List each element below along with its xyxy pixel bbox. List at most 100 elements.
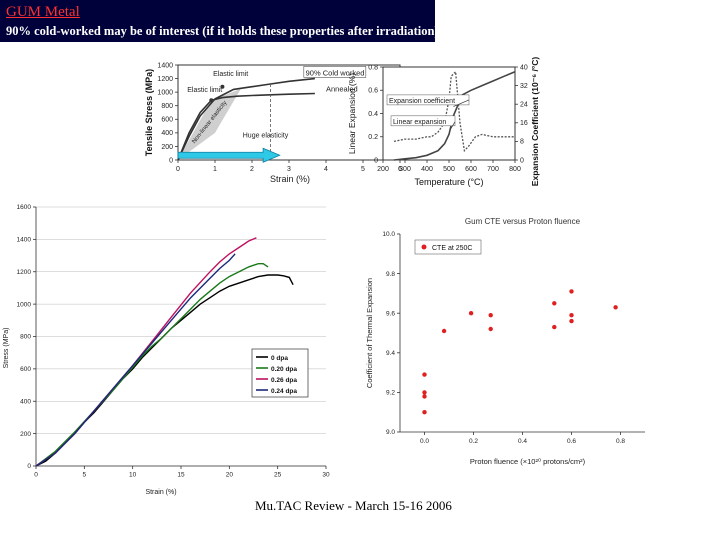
thermal-expansion-chart: 0 0.2 0.4 0.6 0.8 0 8 16 24 32 40 200 300 400 500 600 70… — [347, 57, 540, 187]
y-tick-label: 400 — [161, 130, 173, 137]
x-tick-label: 0.2 — [469, 438, 478, 445]
y-tick-label: 0.4 — [368, 111, 378, 118]
y2-tick-label: 0 — [520, 157, 524, 164]
data-point — [422, 394, 427, 399]
elastic-limit-point — [220, 84, 225, 89]
legend-label: CTE at 250C — [432, 245, 472, 252]
data-point — [569, 313, 574, 318]
annotation-expansion-coefficient: Expansion coefficient — [389, 98, 455, 105]
slide-title: GUM Metal — [6, 4, 80, 20]
x-tick-label: 200 — [377, 166, 389, 173]
annotation-linear-expansion: Linear expansion — [393, 119, 446, 126]
y-tick-label: 1600 — [17, 204, 32, 211]
x-tick-label: 20 — [226, 472, 234, 479]
x-tick-label: 6 — [398, 166, 402, 173]
x-tick-label: 10 — [129, 472, 137, 479]
annotation-huge-elasticity: Huge elasticity — [243, 133, 289, 140]
y-tick-label: 0 — [169, 157, 173, 164]
x-tick-label: 30 — [322, 472, 330, 479]
cte-vs-fluence-chart: 9.0 9.2 9.4 9.6 9.8 10.0 0.0 0.2 0.4 0.6 0.8 Gum CT… — [365, 217, 645, 466]
y2-axis-label: Expansion Coefficient (10⁻⁶ /°C) — [530, 57, 540, 187]
x-tick-label: 15 — [177, 472, 185, 479]
y-tick-label: 0 — [27, 463, 31, 470]
x-tick-label: 600 — [465, 166, 477, 173]
data-point — [488, 326, 493, 332]
legend-label: 0.20 dpa — [271, 366, 297, 373]
y-axis-label: Linear Expansion (%) — [347, 73, 357, 154]
x-tick-label: 25 — [274, 472, 282, 479]
y-tick-label: 600 — [161, 117, 173, 124]
irradiated-stress-strain-chart: 0 200 400 600 800 1000 1200 1400 1600 0 5 10 15 20 25 3… — [3, 204, 330, 496]
y-axis-label: Stress (MPa) — [3, 328, 10, 369]
annotation-box — [390, 115, 456, 127]
y-tick-label: 0.2 — [368, 134, 378, 141]
plot-frame — [382, 66, 516, 161]
title-banner: GUM Metal 90% cold-worked may be of inte… — [0, 0, 439, 42]
slide-subtitle: 90% cold-worked may be of interest (if i… — [6, 24, 439, 38]
cold-worked-curve — [177, 77, 315, 161]
y-tick-label: 1200 — [17, 269, 32, 276]
nonlinear-elasticity-region — [178, 88, 241, 160]
legend-marker — [421, 244, 427, 250]
y-tick-label: 1400 — [157, 62, 173, 69]
huge-elasticity-arrow — [177, 147, 281, 163]
legend-label: 0.24 dpa — [271, 388, 297, 395]
y-tick-label: 9.4 — [386, 350, 395, 357]
y-tick-label: 9.8 — [386, 271, 395, 278]
legend-label: 0.26 dpa — [271, 377, 297, 384]
legend-label: 0 dpa — [271, 355, 288, 362]
data-point — [552, 301, 557, 306]
y-tick-label: 9.2 — [386, 390, 395, 397]
x-axis-label: Strain (%) — [270, 174, 310, 184]
y2-tick-label: 8 — [520, 139, 524, 146]
data-point — [441, 328, 447, 334]
x-tick-label: 0.6 — [567, 438, 576, 445]
x-tick-label: 800 — [509, 166, 521, 173]
x-tick-label: 400 — [421, 166, 433, 173]
x-tick-label: 4 — [324, 166, 328, 173]
footer-text: Mu.TAC Review - March 15-16 2006 — [255, 498, 452, 513]
y2-tick-label: 16 — [520, 120, 528, 127]
y2-tick-label: 32 — [520, 83, 528, 90]
data-point — [422, 410, 427, 415]
stress-strain-chart-top-left: 0 200 400 600 800 1000 1200 1400 0 1 2 3 4 5 6 Strain (… — [144, 62, 402, 184]
data-point — [488, 313, 493, 318]
x-tick-label: 0 — [34, 472, 38, 479]
series-label: 90% Cold worked — [306, 68, 365, 77]
x-tick-label: 0.4 — [518, 438, 527, 445]
expansion-coefficient-curve — [393, 70, 515, 153]
legend-box — [414, 239, 482, 255]
plot-area — [400, 234, 645, 432]
chart-title: Gum CTE versus Proton fluence — [465, 217, 581, 226]
y-tick-label: 200 — [161, 144, 173, 151]
y-tick-label: 9.6 — [386, 310, 395, 317]
x-tick-label: 300 — [399, 166, 411, 173]
x-axis-label: Proton fluence (×10²⁰ protons/cm²) — [470, 457, 586, 466]
x-tick-label: 0.8 — [616, 438, 625, 445]
data-point — [613, 305, 618, 310]
y-tick-label: 800 — [161, 103, 173, 110]
data-point — [422, 390, 427, 395]
y-axis-label: Tensile Stress (MPa) — [144, 69, 154, 156]
y-tick-label: 1000 — [17, 301, 32, 308]
x-tick-label: 3 — [287, 166, 291, 173]
annotation-elastic-limit-1: Elastic limit — [213, 71, 248, 78]
y-axis-label: Coefficient of Thermal Expansion — [365, 278, 374, 388]
y-tick-label: 0 — [374, 157, 378, 164]
y-tick-label: 10.0 — [382, 231, 395, 238]
y-tick-label: 800 — [20, 334, 31, 341]
x-tick-label: 0.0 — [420, 438, 429, 445]
y-tick-label: 400 — [20, 398, 31, 405]
x-axis-label: Temperature (°C) — [414, 177, 483, 187]
data-point — [569, 289, 574, 294]
y-tick-label: 200 — [20, 431, 31, 438]
x-tick-label: 1 — [213, 166, 217, 173]
y-tick-label: 0.8 — [368, 64, 378, 71]
data-point — [468, 311, 474, 316]
annotation-pointer — [449, 121, 456, 130]
annotation-pointer — [453, 99, 470, 107]
x-tick-label: 700 — [487, 166, 499, 173]
x-axis-label: Strain (%) — [145, 489, 176, 496]
curve-0-24-dpa — [35, 253, 236, 467]
y2-tick-label: 40 — [520, 64, 528, 71]
